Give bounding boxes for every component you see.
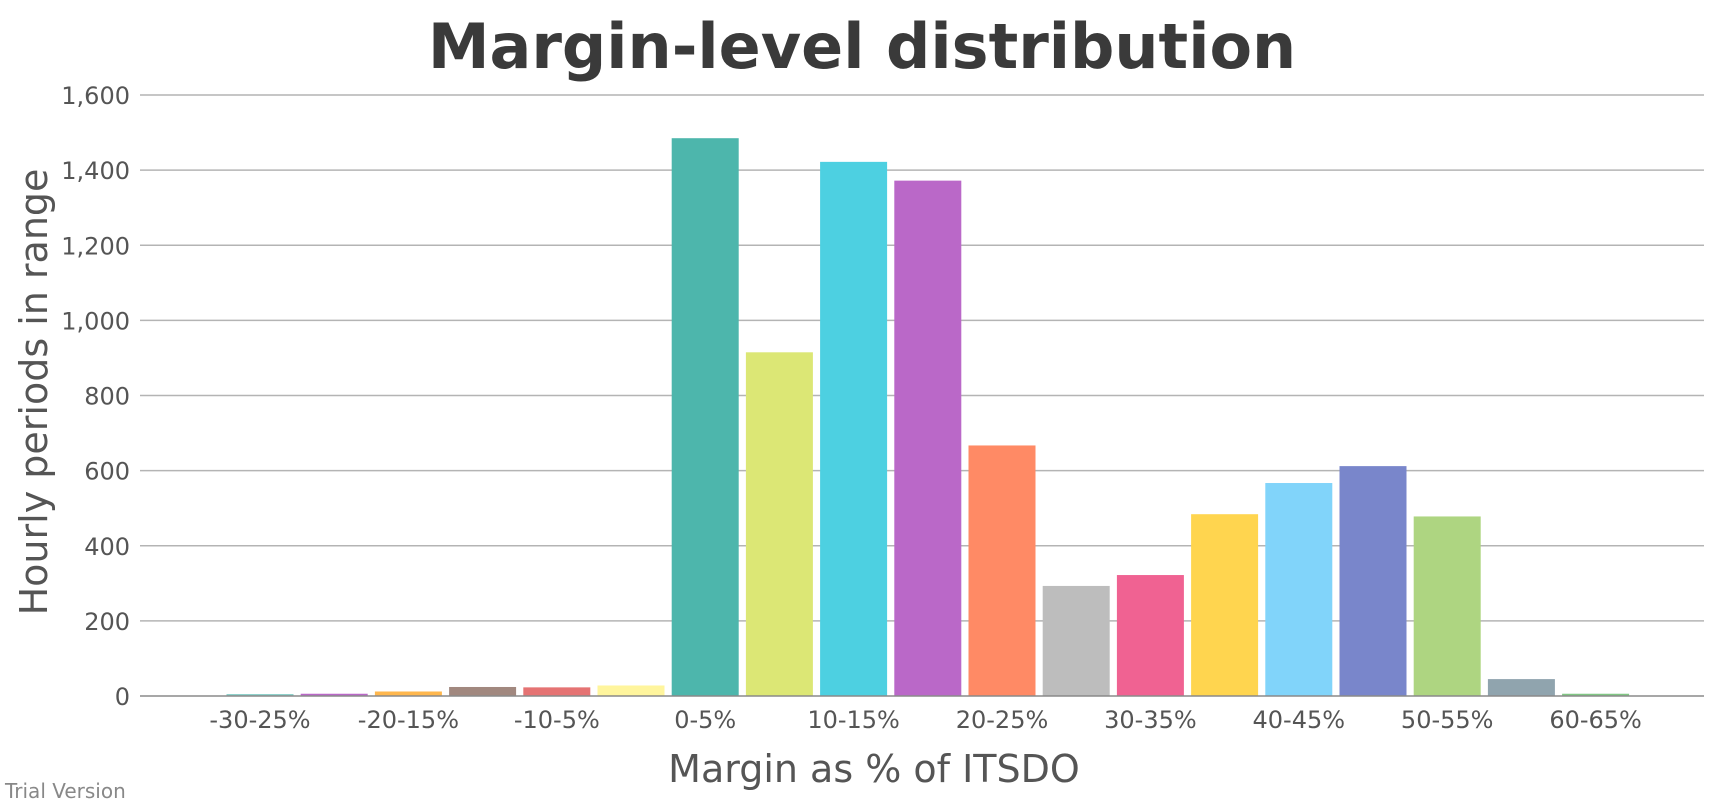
x-tick-label: 0-5% (674, 706, 736, 734)
bar-25-30% (1042, 585, 1110, 696)
bar-15-20% (894, 180, 962, 696)
y-tick-label: 1,000 (61, 307, 130, 335)
y-tick-label: 600 (84, 458, 130, 486)
x-tick-label: 20-25% (956, 706, 1049, 734)
bar-30-35% (1116, 575, 1184, 696)
bar--5-0% (597, 685, 665, 696)
bar-45-50% (1339, 466, 1407, 696)
x-tick-label: 30-35% (1104, 706, 1197, 734)
x-tick-label: -10-5% (514, 706, 600, 734)
bar-10-15% (820, 161, 888, 696)
x-axis-ticks: -30-25% -20-15% -10-5% 0-5% 10-15% 20-25% 30-3… (209, 706, 1641, 734)
y-tick-label: 800 (84, 383, 130, 411)
bars (226, 138, 1630, 696)
y-tick-label: 1,200 (61, 232, 130, 260)
bar-20-25% (968, 445, 1036, 696)
bar-35-40% (1191, 514, 1259, 696)
bar--15-10% (449, 686, 517, 696)
bar-60-65% (1562, 693, 1630, 696)
bar--10-5% (523, 687, 591, 696)
x-tick-label: -20-15% (358, 706, 459, 734)
bar-55-60% (1487, 679, 1555, 696)
x-tick-label: 10-15% (807, 706, 900, 734)
bar--30-25% (226, 694, 294, 696)
y-axis-ticks: 0 200 400 600 800 1,000 1,200 1,400 1,600 (61, 82, 130, 711)
y-tick-label: 1,400 (61, 157, 130, 185)
bar-40-45% (1265, 483, 1333, 696)
x-tick-label: 50-55% (1401, 706, 1494, 734)
y-tick-label: 400 (84, 533, 130, 561)
x-tick-label: -30-25% (209, 706, 310, 734)
bar-0-5% (671, 138, 739, 696)
bar--20-15% (374, 691, 442, 696)
y-tick-label: 200 (84, 608, 130, 636)
x-tick-label: 40-45% (1253, 706, 1346, 734)
trial-watermark: Trial Version (4, 779, 126, 800)
y-tick-label: 1,600 (61, 82, 130, 110)
chart-title: Margin-level distribution (428, 10, 1296, 83)
y-tick-label: 0 (115, 683, 130, 711)
x-tick-label: 60-65% (1549, 706, 1642, 734)
x-axis-title: Margin as % of ITSDO (668, 747, 1080, 791)
bar-5-10% (745, 352, 813, 696)
y-axis-title: Hourly periods in range (12, 169, 56, 616)
bar--25-20% (300, 693, 368, 696)
bar-50-55% (1413, 516, 1481, 696)
